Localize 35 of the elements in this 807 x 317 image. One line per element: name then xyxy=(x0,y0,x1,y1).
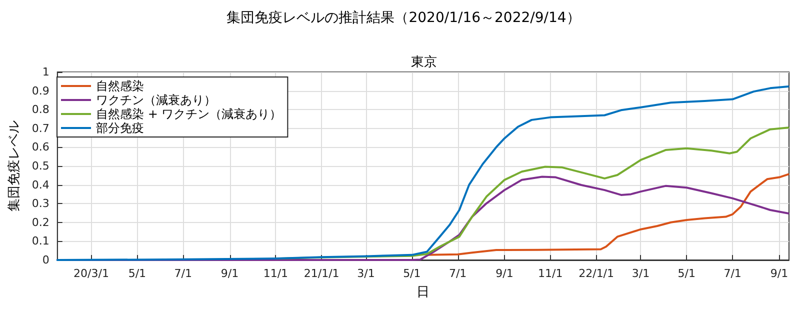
x-tick-label: 5/1 xyxy=(403,267,421,280)
y-tick-label: 0 xyxy=(42,254,50,266)
x-tick-label: 22/1/1 xyxy=(578,267,614,280)
x-tick-label: 9/1 xyxy=(496,267,514,280)
x-axis-title: 日 xyxy=(416,285,430,300)
y-tick-label: 0.3 xyxy=(32,197,50,210)
y-tick-label: 0.5 xyxy=(32,160,50,172)
y-tick-label: 1 xyxy=(42,66,50,78)
x-tick-label: 11/1 xyxy=(263,267,288,280)
chart-subtitle: 東京 xyxy=(411,55,437,70)
x-tick-label: 9/1 xyxy=(220,267,239,280)
legend-label: 自然感染 + ワクチン（減衰あり） xyxy=(96,107,282,121)
legend-label: 部分免疫 xyxy=(96,121,144,135)
x-tick-label: 21/1/1 xyxy=(304,267,340,280)
y-tick-label: 0.4 xyxy=(32,178,50,192)
x-tick-label: 20/3/1 xyxy=(74,267,109,280)
y-tick-label: 0.9 xyxy=(32,84,50,98)
x-tick-label: 5/1 xyxy=(128,267,146,280)
x-tick-label: 7/1 xyxy=(448,267,467,280)
y-tick-label: 0.6 xyxy=(32,140,50,154)
x-tick-label: 7/1 xyxy=(724,267,742,280)
chart-title: 集団免疫レベルの推計結果（2020/1/16～2022/9/14） xyxy=(226,10,580,26)
y-tick-label: 0.1 xyxy=(32,234,50,248)
x-tick-label: 9/1 xyxy=(770,267,788,280)
y-tick-label: 0.7 xyxy=(32,122,50,135)
x-tick-label: 3/1 xyxy=(357,267,375,280)
x-tick-label: 5/1 xyxy=(678,267,696,280)
legend-label: 自然感染 xyxy=(96,79,144,93)
y-axis-title: 集団免疫レベル xyxy=(7,120,22,212)
y-tick-label: 0.8 xyxy=(32,103,50,116)
y-tick-label: 0.2 xyxy=(32,216,50,229)
x-tick-label: 3/1 xyxy=(632,267,650,280)
legend-label: ワクチン（減衰あり） xyxy=(96,93,216,107)
x-tick-label: 11/1 xyxy=(538,267,563,280)
x-tick-label: 7/1 xyxy=(174,267,192,280)
